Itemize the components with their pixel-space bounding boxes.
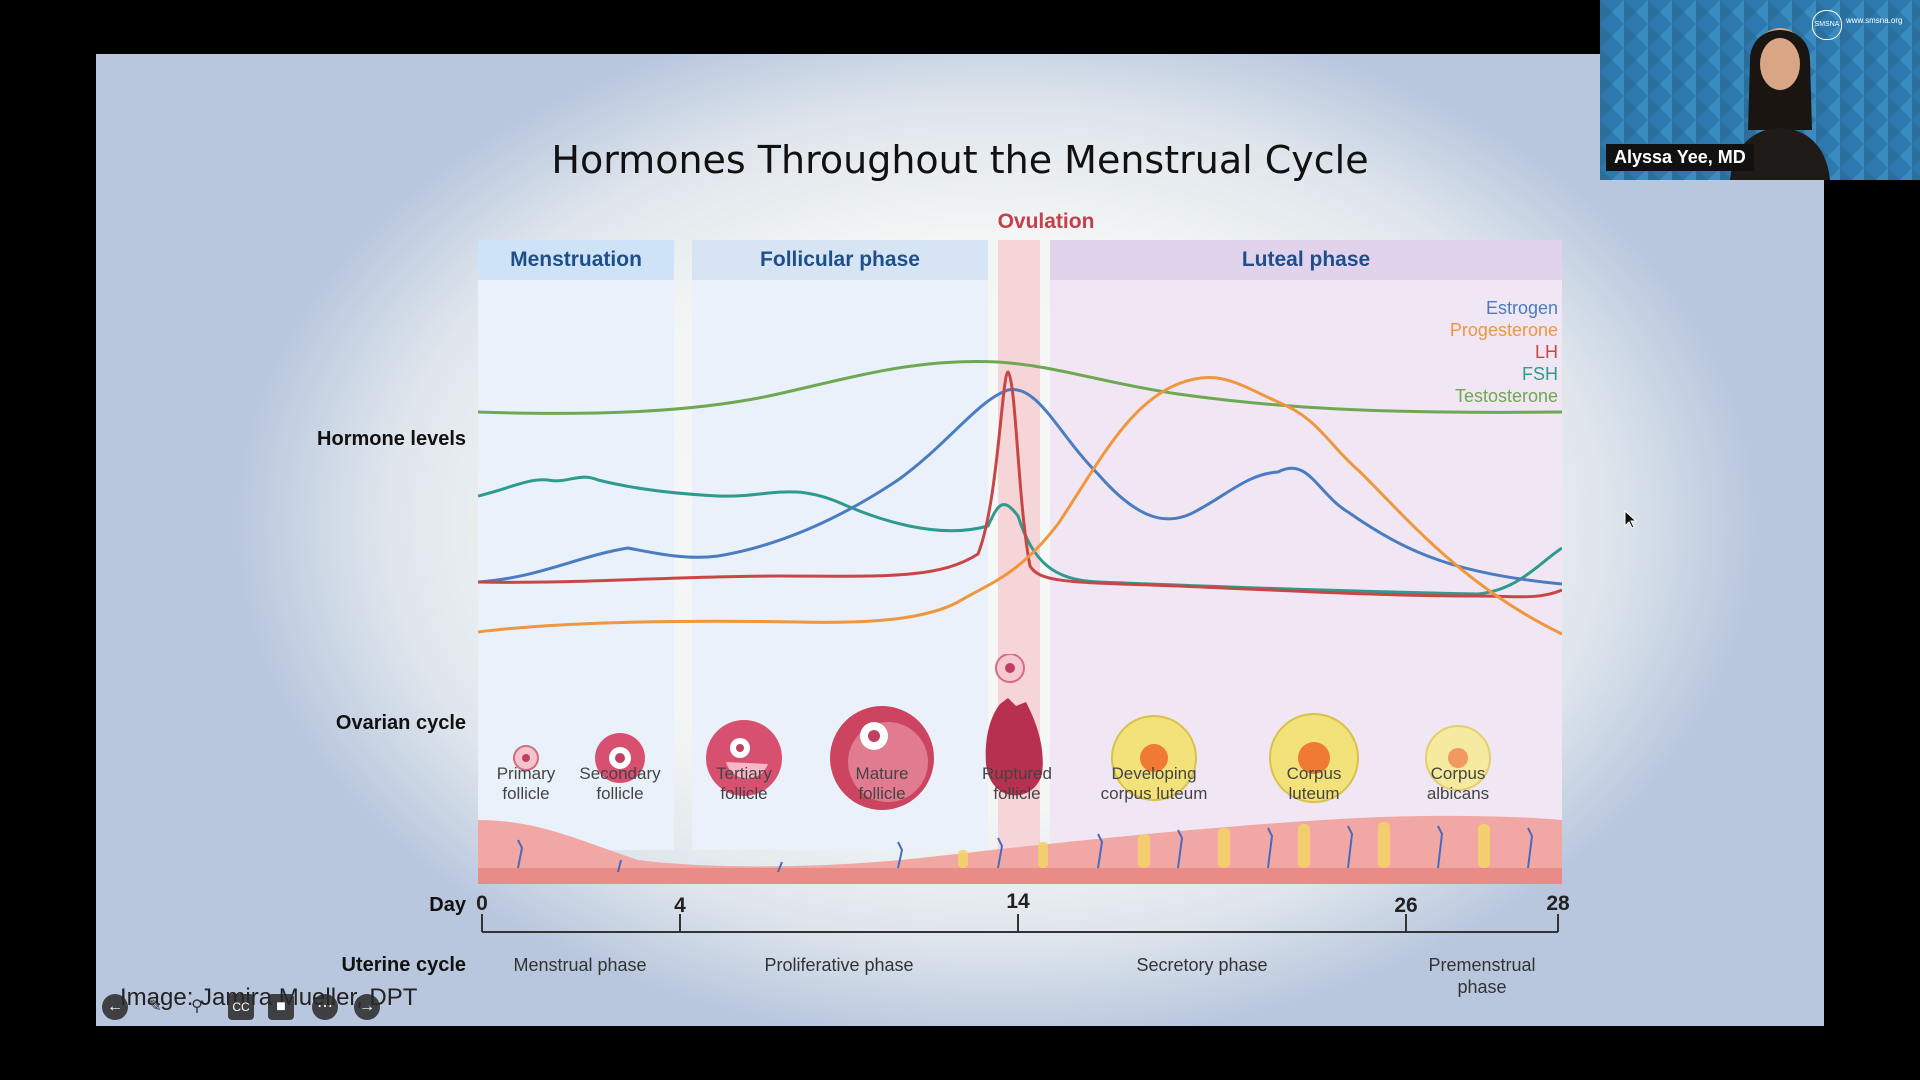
legend-lh: LH [1534, 342, 1558, 362]
presentation-slide: Hormones Throughout the Menstrual Cycle … [96, 54, 1824, 1026]
screen-icon[interactable]: ■ [268, 994, 294, 1020]
tertiary-follicle-icon [706, 720, 782, 796]
legend-testosterone: Testosterone [1454, 386, 1558, 406]
video-url: www.smsna.org [1846, 16, 1903, 25]
arrow-left-icon[interactable]: ← [102, 994, 128, 1020]
lh-curve [478, 370, 1562, 599]
day-28: 28 [1546, 892, 1570, 915]
phase-menstruation: Menstruation [478, 240, 674, 280]
legend-progesterone: Progesterone [1449, 320, 1558, 340]
ovarian-illustrations [513, 654, 1491, 810]
arrow-right-icon[interactable]: → [354, 994, 380, 1020]
developing-corpus-luteum-icon [1111, 715, 1197, 801]
follicle-label-developing-cl: Developing corpus luteum [1100, 764, 1208, 803]
day-label: Day [429, 894, 466, 916]
follicle-label-secondary: Secondary follicle [579, 764, 661, 803]
legend-estrogen: Estrogen [1485, 298, 1558, 318]
ruptured-follicle-icon [985, 654, 1043, 796]
mature-follicle-icon [830, 706, 934, 810]
uterine-premenstrual: Premenstrual phase [1428, 955, 1536, 997]
speaker-video-tile[interactable]: SMSNA www.smsna.org Alyssa Yee, MD [1600, 0, 1920, 180]
video-logo: SMSNA [1812, 10, 1842, 40]
follicle-label-corpus-luteum: Corpus luteum [1286, 764, 1342, 803]
phase-luteal: Luteal phase [1050, 240, 1562, 280]
uterine-secretory: Secretory phase [1136, 955, 1268, 975]
day-14: 14 [1006, 890, 1030, 913]
endometrium-illustration [478, 815, 1562, 884]
chart-legend: Estrogen Progesterone LH FSH Testosteron… [1332, 298, 1558, 418]
ovarian-cycle-label: Ovarian cycle [335, 712, 466, 734]
follicle-label-tertiary: Tertiary follicle [716, 764, 772, 803]
day-4: 4 [674, 894, 686, 917]
day-0: 0 [476, 892, 488, 915]
follicle-label-primary: Primary follicle [496, 764, 556, 803]
day-26: 26 [1394, 894, 1418, 917]
more-icon[interactable]: ⋯ [312, 994, 338, 1020]
slide-title: Hormones Throughout the Menstrual Cycle [551, 138, 1369, 182]
uterine-proliferative: Proliferative phase [764, 955, 914, 975]
follicle-label-mature: Mature follicle [855, 764, 909, 803]
mouse-cursor-icon [1624, 510, 1638, 529]
hormone-chart [478, 359, 1562, 636]
ovulation-label: Ovulation [997, 210, 1095, 233]
primary-follicle-icon [513, 745, 539, 771]
testosterone-curve [478, 359, 1562, 415]
speaker-name-tag: Alyssa Yee, MD [1606, 144, 1754, 171]
phase-follicular: Follicular phase [692, 240, 988, 280]
fsh-curve [478, 475, 1562, 596]
magnifier-icon[interactable]: ⚲ [191, 998, 203, 1015]
progesterone-curve [478, 375, 1562, 636]
captions-icon[interactable]: CC [228, 994, 254, 1020]
pen-icon[interactable]: ✎ [148, 998, 162, 1015]
estrogen-curve [478, 388, 1562, 586]
corpus-luteum-icon [1269, 713, 1359, 803]
secondary-follicle-icon [595, 733, 645, 783]
uterine-cycle-label: Uterine cycle [341, 954, 466, 976]
day-axis [481, 914, 1559, 933]
hormone-levels-label: Hormone levels [317, 428, 466, 450]
follicle-label-ruptured: Ruptured follicle [982, 764, 1052, 803]
follicle-label-corpus-albicans: Corpus albicans [1426, 764, 1490, 803]
legend-fsh: FSH [1522, 364, 1558, 384]
uterine-menstrual: Menstrual phase [513, 955, 647, 975]
corpus-albicans-icon [1425, 725, 1491, 791]
